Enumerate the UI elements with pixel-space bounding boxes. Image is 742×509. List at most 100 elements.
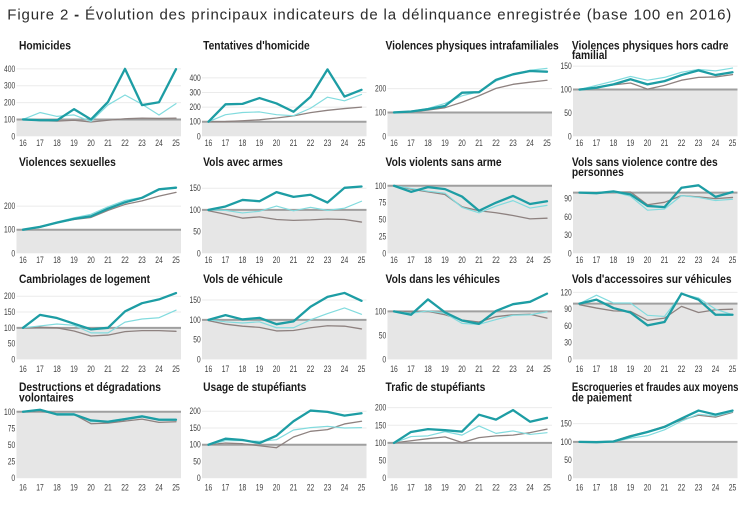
svg-text:16: 16 [576,482,584,492]
svg-text:20: 20 [458,482,466,492]
svg-text:25: 25 [8,457,16,467]
svg-text:17: 17 [222,482,230,492]
svg-text:20: 20 [644,482,652,492]
svg-text:24: 24 [526,482,534,492]
svg-text:300: 300 [4,81,15,91]
svg-text:200: 200 [190,102,201,112]
svg-text:19: 19 [70,255,78,265]
svg-text:17: 17 [222,364,230,374]
svg-text:50: 50 [8,339,16,349]
svg-text:23: 23 [324,138,332,148]
svg-text:25: 25 [379,231,387,241]
svg-text:200: 200 [4,201,15,211]
svg-text:100: 100 [4,225,15,235]
svg-text:de paiement: de paiement [572,390,632,404]
svg-text:19: 19 [256,138,264,148]
svg-text:Homicides: Homicides [19,38,71,52]
svg-text:23: 23 [138,364,146,374]
svg-text:21: 21 [104,364,112,374]
svg-text:20: 20 [273,138,281,148]
svg-text:0: 0 [568,248,572,258]
svg-text:18: 18 [53,482,61,492]
svg-text:25: 25 [172,364,180,374]
svg-text:21: 21 [104,255,112,265]
svg-text:Violences sexuelles: Violences sexuelles [19,155,116,169]
svg-text:100: 100 [375,306,386,316]
svg-text:100: 100 [375,181,386,191]
svg-text:22: 22 [307,482,315,492]
svg-text:16: 16 [390,255,398,265]
svg-text:100: 100 [190,205,201,215]
svg-text:22: 22 [307,255,315,265]
svg-text:30: 30 [564,230,572,240]
svg-text:60: 60 [564,212,572,222]
svg-text:0: 0 [382,354,386,364]
svg-text:23: 23 [324,255,332,265]
svg-text:23: 23 [695,482,703,492]
svg-text:25: 25 [172,138,180,148]
svg-text:21: 21 [475,482,483,492]
svg-text:19: 19 [627,364,635,374]
svg-text:22: 22 [492,255,500,265]
svg-text:100: 100 [561,85,572,95]
svg-text:400: 400 [4,64,15,74]
svg-text:150: 150 [190,423,201,433]
svg-text:17: 17 [36,138,44,148]
svg-text:17: 17 [593,138,601,148]
svg-text:24: 24 [526,364,534,374]
svg-text:Figure 2 - Évolution des princ: Figure 2 - Évolution des principaux indi… [7,6,731,23]
svg-text:60: 60 [564,321,572,331]
svg-text:18: 18 [424,138,432,148]
svg-text:24: 24 [712,138,720,148]
svg-text:100: 100 [561,437,572,447]
svg-text:17: 17 [407,255,415,265]
svg-text:100: 100 [4,407,15,417]
svg-text:150: 150 [4,307,15,317]
svg-text:400: 400 [190,73,201,83]
svg-text:22: 22 [307,138,315,148]
svg-text:17: 17 [222,138,230,148]
svg-text:19: 19 [70,482,78,492]
svg-text:19: 19 [70,364,78,374]
svg-text:21: 21 [475,138,483,148]
svg-text:16: 16 [576,364,584,374]
svg-text:19: 19 [256,364,264,374]
svg-text:16: 16 [19,138,27,148]
svg-text:16: 16 [390,482,398,492]
svg-text:30: 30 [564,338,572,348]
svg-text:19: 19 [256,255,264,265]
svg-text:24: 24 [712,364,720,374]
svg-text:19: 19 [441,138,449,148]
svg-text:17: 17 [36,482,44,492]
svg-text:20: 20 [644,255,652,265]
svg-text:22: 22 [492,482,500,492]
svg-text:16: 16 [205,364,213,374]
svg-text:23: 23 [324,364,332,374]
svg-text:150: 150 [561,61,572,71]
svg-text:21: 21 [104,138,112,148]
svg-text:18: 18 [53,364,61,374]
svg-text:25: 25 [543,482,551,492]
svg-text:22: 22 [121,482,129,492]
svg-text:19: 19 [70,138,78,148]
svg-text:25: 25 [729,138,737,148]
svg-text:24: 24 [155,138,163,148]
svg-text:21: 21 [661,255,669,265]
svg-text:16: 16 [390,364,398,374]
svg-text:22: 22 [492,364,500,374]
svg-text:24: 24 [526,255,534,265]
svg-text:21: 21 [290,138,298,148]
svg-text:25: 25 [358,482,366,492]
svg-text:18: 18 [610,364,618,374]
svg-text:50: 50 [193,456,201,466]
svg-text:23: 23 [509,138,517,148]
svg-text:20: 20 [87,255,95,265]
svg-text:17: 17 [36,364,44,374]
svg-text:18: 18 [424,255,432,265]
svg-text:23: 23 [138,255,146,265]
svg-text:90: 90 [564,194,572,204]
svg-text:Escroqueries et fraudes aux mo: Escroqueries et fraudes aux moyens [572,380,739,394]
svg-text:25: 25 [172,255,180,265]
svg-text:22: 22 [678,255,686,265]
svg-text:100: 100 [375,438,386,448]
